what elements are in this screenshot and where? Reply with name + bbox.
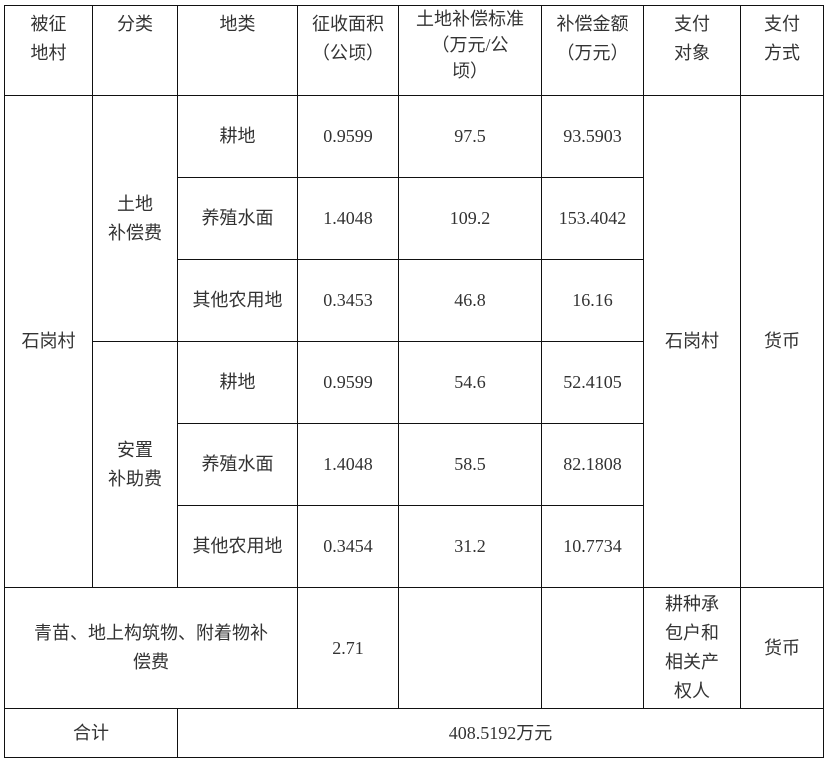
total-value: 408.5192万元: [177, 708, 824, 758]
land-type-cell: 养殖水面: [177, 423, 298, 506]
amount-cell: 82.1808: [541, 423, 644, 506]
category-cell: 安置 补助费: [92, 341, 178, 588]
amount-cell: 93.5903: [541, 95, 644, 178]
header-village: 被征 地村: [4, 5, 93, 96]
payment-method-cell: 货币: [740, 95, 824, 588]
area-cell: 0.9599: [297, 95, 399, 178]
payee-cell: 石岗村: [643, 95, 741, 588]
amount-cell: 153.4042: [541, 177, 644, 260]
compensation-table: 被征 地村 分类 地类 征收面积 （公顷） 土地补偿标准 （万元/公 顷） 补偿…: [4, 5, 824, 758]
amount-cell: [541, 587, 644, 709]
table-row: 石岗村 土地 补偿费 耕地 0.9599 97.5 93.5903 石岗村 货币: [4, 95, 824, 588]
standard-cell: [398, 587, 542, 709]
area-cell: 1.4048: [297, 423, 399, 506]
table-row: 其他农用地 0.3454 31.2 10.7734: [5, 505, 824, 588]
amount-cell: 52.4105: [541, 341, 644, 424]
crops-row: 青苗、地上构筑物、附着物补 偿费 2.71 耕种承 包户和 相关产 权人 货币: [4, 587, 824, 709]
amount-cell: 10.7734: [541, 505, 644, 588]
land-type-cell: 养殖水面: [177, 177, 298, 260]
table-row: 其他农用地 0.3453 46.8 16.16: [5, 259, 824, 342]
total-label: 合计: [4, 708, 178, 758]
standard-cell: 58.5: [398, 423, 542, 506]
standard-cell: 54.6: [398, 341, 542, 424]
header-land-type: 地类: [177, 5, 298, 96]
land-type-cell: 耕地: [177, 341, 298, 424]
area-cell: 2.71: [297, 587, 399, 709]
header-row: 被征 地村 分类 地类 征收面积 （公顷） 土地补偿标准 （万元/公 顷） 补偿…: [4, 5, 824, 96]
total-row: 合计 408.5192万元: [4, 708, 824, 758]
header-category: 分类: [92, 5, 178, 96]
header-payee: 支付 对象: [643, 5, 741, 96]
land-type-cell: 其他农用地: [177, 259, 298, 342]
standard-cell: 109.2: [398, 177, 542, 260]
payment-method-cell: 货币: [740, 587, 824, 709]
amount-cell: 16.16: [541, 259, 644, 342]
land-type-cell: 其他农用地: [177, 505, 298, 588]
land-type-cell: 耕地: [177, 95, 298, 178]
area-cell: 1.4048: [297, 177, 399, 260]
category-cell: 土地 补偿费: [92, 95, 178, 342]
area-cell: 0.3454: [297, 505, 399, 588]
header-amount: 补偿金额 （万元）: [541, 5, 644, 96]
area-cell: 0.9599: [297, 341, 399, 424]
payee-cell: 耕种承 包户和 相关产 权人: [643, 587, 741, 709]
header-standard: 土地补偿标准 （万元/公 顷）: [398, 5, 542, 96]
table-row: 养殖水面 1.4048 58.5 82.1808: [5, 423, 824, 506]
standard-cell: 97.5: [398, 95, 542, 178]
crops-label-cell: 青苗、地上构筑物、附着物补 偿费: [4, 587, 298, 709]
area-cell: 0.3453: [297, 259, 399, 342]
standard-cell: 46.8: [398, 259, 542, 342]
standard-cell: 31.2: [398, 505, 542, 588]
header-area: 征收面积 （公顷）: [297, 5, 399, 96]
village-cell: 石岗村: [4, 95, 93, 588]
table-row: 养殖水面 1.4048 109.2 153.4042: [5, 177, 824, 260]
header-payment-method: 支付 方式: [740, 5, 824, 96]
